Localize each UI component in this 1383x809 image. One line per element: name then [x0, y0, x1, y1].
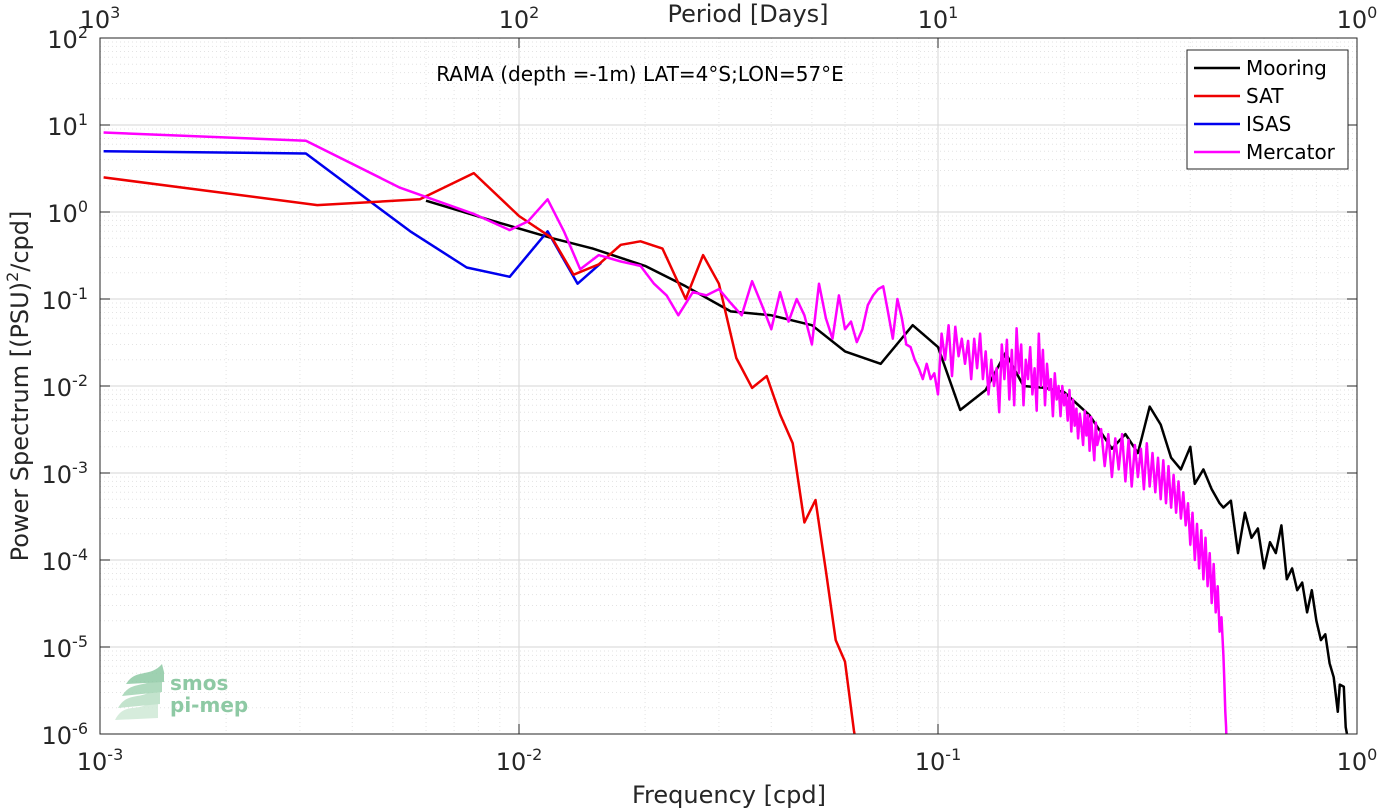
x-tick-label: 100 [1337, 745, 1378, 776]
legend: Mooring SAT ISAS Mercator [1186, 49, 1349, 170]
y-axis-label: Power Spectrum [(PSU)2/cpd] [3, 211, 34, 562]
y-tick-label: 102 [47, 23, 88, 54]
y-axis-label-main: Power Spectrum [(PSU) [6, 282, 34, 561]
tick-marks [99, 37, 1358, 735]
x-tick-label: 10-1 [915, 745, 962, 776]
legend-box [1186, 49, 1349, 170]
smos-pi-mep-logo: smos pi-mep [115, 664, 248, 720]
series-line-mercator [103, 131, 1228, 734]
legend-items: Mooring SAT ISAS Mercator [1194, 56, 1336, 164]
x-tick-label: 10-3 [77, 745, 124, 776]
top-tick-label: 103 [80, 3, 121, 34]
top-tick-label: 100 [1337, 3, 1378, 34]
x-tick-label: 10-2 [496, 745, 543, 776]
series-line-mooring [425, 199, 1349, 734]
y-axis-label-unit: /cpd] [6, 211, 34, 272]
y-axis-label-superscript: 2 [3, 272, 22, 282]
y-tick-label: 10-5 [42, 632, 89, 663]
y-tick-label: 10-2 [42, 371, 89, 402]
y-tick-label: 10-3 [42, 458, 89, 489]
logo-wave-icon [115, 664, 164, 720]
y-tick-label: 101 [47, 110, 88, 141]
top-tick-labels: 103 102 101 100 [80, 3, 1378, 34]
top-tick-label: 102 [499, 3, 540, 34]
y-tick-label: 10-6 [42, 719, 89, 750]
bottom-tick-labels: 10-3 10-2 10-1 100 [77, 745, 1378, 776]
x-axis-label: Frequency [cpd] [632, 781, 826, 809]
top-tick-label: 101 [918, 3, 959, 34]
top-axis-label: Period [Days] [667, 0, 828, 28]
legend-label-mercator: Mercator [1246, 140, 1336, 164]
series-line-sat [103, 171, 856, 734]
left-tick-labels: 10-6 10-5 10-4 10-3 10-2 10-1 100 101 102 [42, 23, 89, 750]
legend-label-sat: SAT [1246, 84, 1284, 108]
legend-label-isas: ISAS [1246, 112, 1291, 136]
legend-label-mooring: Mooring [1246, 56, 1327, 80]
chart-title: RAMA (depth =-1m) LAT=4°S;LON=57°E [436, 62, 844, 86]
y-tick-label: 10-1 [42, 284, 89, 315]
series-layer [103, 131, 1349, 734]
logo-line1: smos [170, 671, 228, 695]
y-tick-label: 100 [47, 197, 88, 228]
logo-line2: pi-mep [170, 693, 248, 717]
y-tick-label: 10-4 [42, 545, 89, 576]
